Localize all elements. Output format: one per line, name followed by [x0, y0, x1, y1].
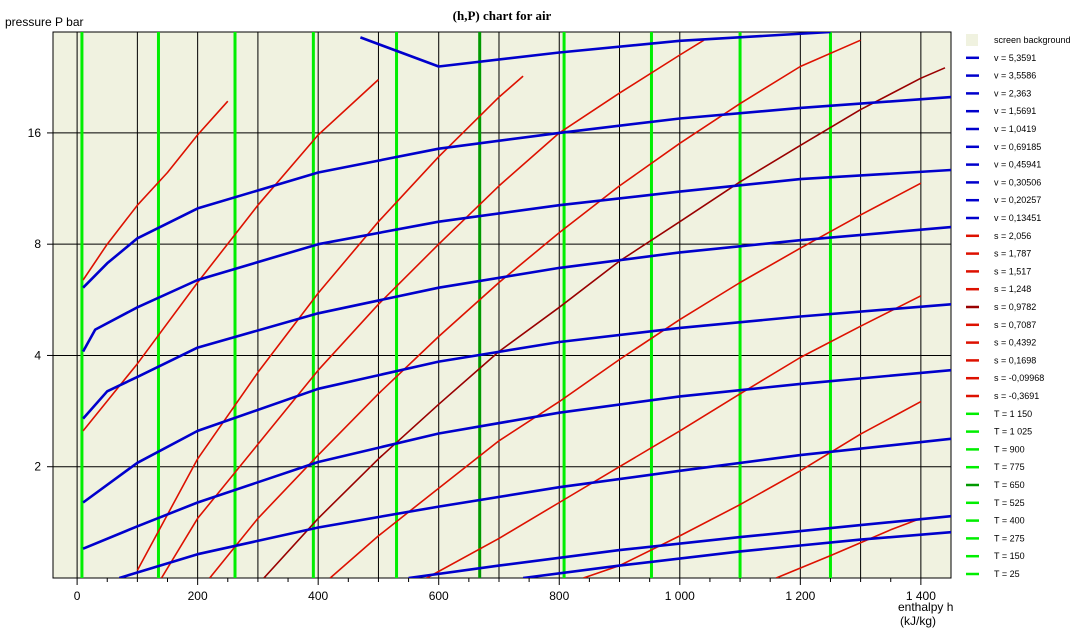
- legend-label: screen background: [994, 35, 1071, 45]
- legend-label: s = 1,248: [994, 284, 1031, 294]
- isochore-line: [82, 368, 951, 550]
- x-tick-label: 1 000: [665, 589, 695, 603]
- y-axis-ticks: 2 4 8 16: [28, 126, 53, 474]
- legend-label: T = 25: [994, 569, 1020, 579]
- isochore-line: [82, 225, 951, 420]
- isochore-lines: [81, 32, 951, 578]
- x-tick-label: 1 200: [785, 589, 815, 603]
- x-tick-label: 600: [429, 589, 449, 603]
- isentrope-line: [82, 100, 229, 281]
- legend-label: T = 525: [994, 498, 1025, 508]
- isentrope-line: [160, 39, 705, 578]
- legend: screen background v = 5,3591 v = 3,5586 v =…: [966, 34, 1071, 579]
- legend-label: v = 5,3591: [994, 53, 1036, 63]
- isentrope-line: [426, 295, 922, 578]
- isochore-line: [118, 437, 951, 578]
- legend-label: s = 2,056: [994, 231, 1031, 241]
- legend-label: T = 1 025: [994, 427, 1032, 437]
- legend-label: T = 650: [994, 480, 1025, 490]
- isentrope-line: [329, 182, 922, 578]
- x-tick-label: 800: [549, 589, 569, 603]
- legend-label: T = 1 150: [994, 409, 1032, 419]
- legend-label: s = -0,3691: [994, 391, 1039, 401]
- isentrope-line: [82, 79, 379, 432]
- grid: [53, 32, 951, 578]
- chart-title: (h,P) chart for air: [453, 8, 552, 23]
- x-tick-label: 1 400: [906, 589, 936, 603]
- isochore-line: [359, 32, 831, 68]
- legend-label: T = 275: [994, 533, 1025, 543]
- legend-label: s = 1,517: [994, 266, 1031, 276]
- legend-label: T = 150: [994, 551, 1025, 561]
- legend-label: T = 900: [994, 444, 1025, 454]
- isochore-line: [81, 168, 951, 353]
- y-tick-label: 16: [28, 126, 42, 140]
- legend-label: s = 0,4392: [994, 338, 1036, 348]
- legend-label: T = 775: [994, 462, 1025, 472]
- y-axis-label: pressure P bar: [5, 15, 84, 29]
- legend-label: v = 1,0419: [994, 124, 1036, 134]
- legend-label: v = 1,5691: [994, 106, 1036, 116]
- legend-label: v = 2,363: [994, 88, 1031, 98]
- legend-label: s = 0,9782: [994, 302, 1036, 312]
- isentrope-line: [136, 75, 524, 571]
- legend-label: s = -0,09968: [994, 373, 1044, 383]
- x-tick-label: 0: [74, 589, 81, 603]
- legend-label: v = 3,5586: [994, 71, 1036, 81]
- legend-label: v = 0,30506: [994, 177, 1041, 187]
- legend-label: s = 1,787: [994, 249, 1031, 259]
- legend-label: v = 0,45941: [994, 160, 1041, 170]
- x-tick-label: 200: [188, 589, 208, 603]
- isochore-line: [408, 514, 951, 578]
- plot-background: [52, 31, 952, 579]
- y-tick-label: 2: [34, 460, 41, 474]
- x-tick-label: 400: [308, 589, 328, 603]
- legend-swatch: [966, 34, 978, 46]
- isochore-line: [522, 530, 951, 578]
- legend-label: v = 0,20257: [994, 195, 1041, 205]
- legend-label: s = 0,1698: [994, 355, 1036, 365]
- legend-label: v = 0,69185: [994, 142, 1041, 152]
- isochore-line: [82, 95, 951, 289]
- x-axis-label-line2: (kJ/kg): [900, 614, 936, 628]
- isochore-line: [82, 303, 951, 504]
- y-tick-label: 4: [34, 348, 41, 362]
- x-axis-ticks: 0 200 400 600 800 1 000 1 200 1 400: [74, 578, 936, 603]
- legend-label: s = 0,7087: [994, 320, 1036, 330]
- legend-label: v = 0,13451: [994, 213, 1041, 223]
- y-tick-label: 8: [34, 237, 41, 251]
- legend-label: T = 400: [994, 516, 1025, 526]
- x-axis-label-line1: enthalpy h: [898, 600, 953, 614]
- isentrope-line: [775, 517, 922, 578]
